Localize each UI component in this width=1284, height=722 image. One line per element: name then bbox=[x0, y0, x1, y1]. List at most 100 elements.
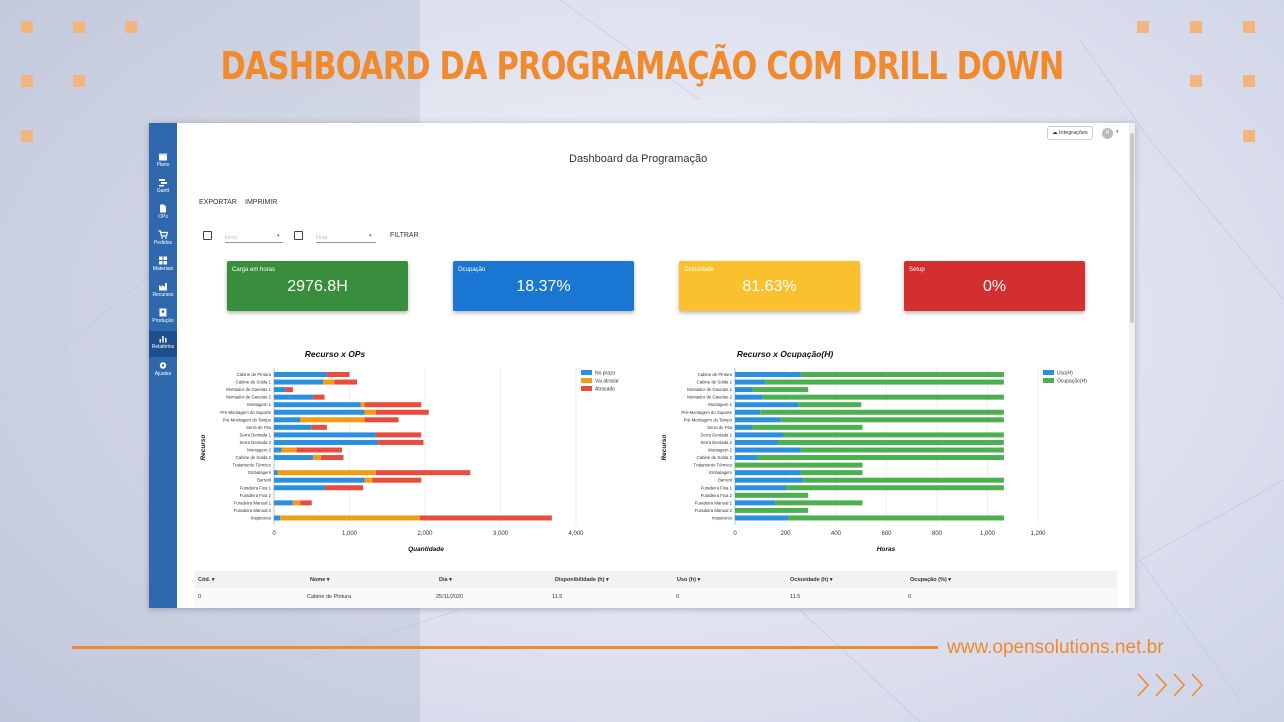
x-tick-label: 1,000 bbox=[980, 531, 996, 537]
sidebar-item-relatorios[interactable]: Relatórios bbox=[149, 331, 177, 357]
card-label: Carga em horas bbox=[232, 267, 276, 273]
export-button[interactable]: EXPORTAR bbox=[199, 199, 237, 206]
scrollbar-thumb[interactable] bbox=[1130, 133, 1134, 323]
category-label: Montador de Gavetas 2 bbox=[687, 395, 733, 400]
table-header: Cód. ▾ Nome ▾ Dia ▾ Disponibilidade (h) … bbox=[194, 571, 1117, 588]
category-label: Montador de Gavetas 1 bbox=[226, 387, 272, 392]
bar-segment bbox=[788, 515, 1004, 521]
chevron-down-icon[interactable]: ▾ bbox=[369, 233, 372, 239]
calendar-icon bbox=[159, 153, 167, 161]
category-label: Montagem 2 bbox=[708, 448, 732, 453]
print-button[interactable]: IMPRIMIR bbox=[245, 199, 278, 206]
bar-segment bbox=[274, 409, 365, 415]
bar-segment bbox=[735, 409, 761, 415]
x-tick-label: 400 bbox=[831, 531, 842, 537]
scrollbar[interactable] bbox=[1129, 123, 1135, 608]
sidebar-item-ajustes[interactable]: Ajustes bbox=[149, 361, 177, 377]
card-value: 81.63% bbox=[742, 278, 797, 295]
legend-swatch bbox=[1043, 370, 1054, 375]
bar-segment bbox=[313, 394, 325, 400]
bar-segment bbox=[274, 432, 376, 438]
chart-title: Recurso x Ocupação(H) bbox=[737, 349, 834, 359]
start-date-input[interactable]: Início bbox=[225, 235, 283, 243]
category-label: Furadeira Fixa 1 bbox=[701, 485, 733, 490]
bar-segment bbox=[375, 432, 422, 438]
card-ocupacao[interactable]: Ocupação 18.37% bbox=[453, 261, 634, 311]
column-header[interactable]: Disponibilidade (h) ▾ bbox=[555, 577, 609, 583]
chart-title: Recurso x OPs bbox=[305, 349, 366, 359]
bar-segment bbox=[375, 409, 429, 415]
bar-segment bbox=[735, 455, 758, 461]
end-date-input[interactable]: Final bbox=[316, 235, 376, 243]
bar-segment bbox=[274, 455, 314, 461]
card-ociosidade[interactable]: Ociosidade 81.63% bbox=[679, 261, 860, 311]
card-carga[interactable]: Carga em horas 2976.8H bbox=[227, 261, 408, 311]
table-cell: 0 bbox=[908, 594, 912, 600]
x-tick-label: 0 bbox=[733, 531, 737, 537]
bar-segment bbox=[300, 500, 312, 506]
bar-segment bbox=[274, 379, 324, 385]
bar-segment bbox=[378, 439, 424, 445]
table-cell: 11.5 bbox=[552, 594, 563, 600]
decor-square bbox=[1137, 21, 1149, 33]
bar-segment bbox=[735, 470, 801, 476]
bar-segment bbox=[735, 477, 804, 483]
x-axis-title: Horas bbox=[877, 546, 896, 553]
category-label: Inspetores bbox=[251, 515, 271, 520]
resources-table: Cód. ▾ Nome ▾ Dia ▾ Disponibilidade (h) … bbox=[194, 571, 1117, 608]
calendar-icon[interactable] bbox=[203, 231, 212, 240]
chevron-down-icon[interactable]: ▾ bbox=[1116, 129, 1119, 135]
avatar[interactable]: R bbox=[1102, 128, 1113, 139]
website-url[interactable]: www.opensolutions.net.br bbox=[947, 637, 1164, 658]
decor-square bbox=[21, 130, 33, 142]
category-label: Furadeira Fixa 2 bbox=[240, 493, 272, 498]
sidebar-item-materiais[interactable]: Materiais bbox=[149, 256, 177, 272]
bar-segment bbox=[274, 485, 326, 491]
column-header[interactable]: Cód. ▾ bbox=[198, 577, 215, 583]
bar-segment bbox=[765, 379, 1004, 385]
bar-segment bbox=[757, 455, 1004, 461]
category-label: Pré-Montagem do Suporte bbox=[220, 410, 271, 415]
sidebar-item-recursos[interactable]: Recursos bbox=[149, 282, 177, 298]
decor-square bbox=[1243, 75, 1255, 87]
sidebar-item-plano[interactable]: Plano bbox=[149, 152, 177, 168]
gantt-icon bbox=[159, 179, 167, 187]
card-value: 2976.8H bbox=[287, 278, 348, 295]
category-label: Furadeira Manual 1 bbox=[234, 500, 272, 505]
column-header[interactable]: Dia ▾ bbox=[439, 577, 452, 583]
category-label: Tratamento Térmico bbox=[233, 463, 272, 468]
bar-segment bbox=[364, 417, 399, 423]
category-label: Furadeira Manual 1 bbox=[695, 500, 733, 505]
factory-icon bbox=[159, 283, 167, 291]
filter-button[interactable]: FILTRAR bbox=[390, 232, 419, 239]
bar-segment bbox=[762, 394, 1004, 400]
document-icon bbox=[160, 204, 166, 213]
card-setup[interactable]: Setup 0% bbox=[904, 261, 1085, 311]
x-tick-label: 1,000 bbox=[342, 531, 358, 537]
category-label: Montador de Gavetas 1 bbox=[687, 387, 733, 392]
calendar-icon[interactable] bbox=[294, 231, 303, 240]
column-header[interactable]: Ocupação (%) ▾ bbox=[910, 577, 951, 583]
bar-segment bbox=[752, 424, 863, 430]
integrations-button[interactable]: ☁ Integrações bbox=[1047, 126, 1093, 140]
sidebar-item-pedidos[interactable]: Pedidos bbox=[149, 230, 177, 246]
column-label: Nome bbox=[310, 577, 326, 583]
x-tick-label: 200 bbox=[780, 531, 791, 537]
x-tick-label: 3,000 bbox=[493, 531, 509, 537]
sidebar-item-ops[interactable]: OPs bbox=[149, 204, 177, 220]
sidebar-item-producao[interactable]: Produção bbox=[149, 308, 177, 324]
table-row[interactable]: 0 Cabine de Pintura 25/11/2020 11.5 0 11… bbox=[194, 588, 1117, 608]
chevron-down-icon[interactable]: ▾ bbox=[277, 233, 280, 239]
column-header[interactable]: Uso (h) ▾ bbox=[677, 577, 701, 583]
column-header[interactable]: Nome ▾ bbox=[310, 577, 330, 583]
sidebar-item-gantt[interactable]: Gantt bbox=[149, 178, 177, 194]
category-label: Serra de Fita bbox=[707, 425, 732, 430]
category-label: Serra de Fita bbox=[246, 425, 271, 430]
category-label: Pré-Montagem do Tampo bbox=[684, 417, 733, 422]
bar-segment bbox=[777, 439, 1004, 445]
x-tick-label: 4,000 bbox=[568, 531, 584, 537]
table-cell: 11.5 bbox=[790, 594, 801, 600]
column-header[interactable]: Ociosidade (h) ▾ bbox=[790, 577, 833, 583]
category-label: Cabine de Pintura bbox=[698, 372, 733, 377]
bar-segment bbox=[274, 447, 282, 453]
